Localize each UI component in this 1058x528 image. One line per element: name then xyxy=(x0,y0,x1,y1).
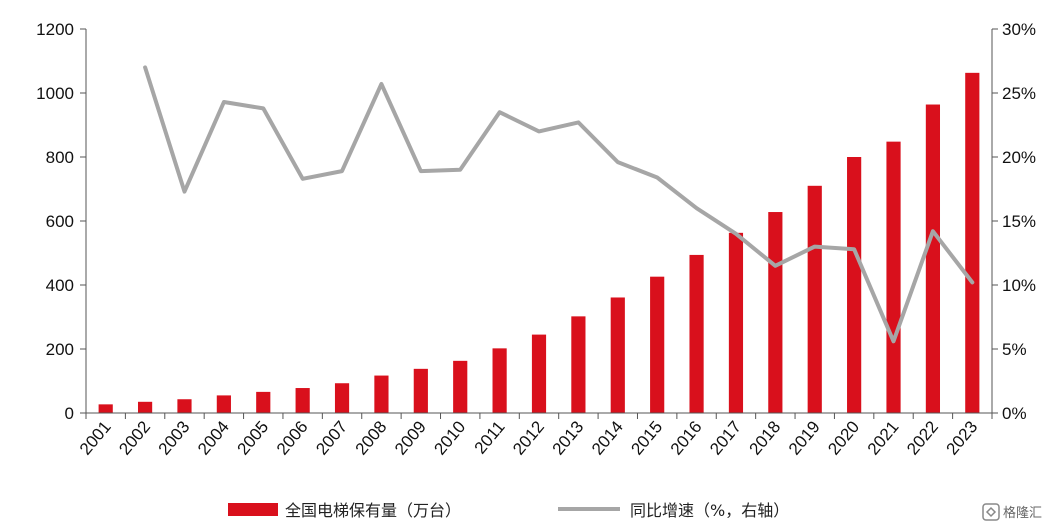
left-tick-label: 200 xyxy=(46,340,74,359)
x-tick-label: 2011 xyxy=(471,417,509,457)
bar xyxy=(256,391,271,413)
bar xyxy=(531,334,547,413)
right-tick-label: 5% xyxy=(1002,340,1027,359)
x-tick-label: 2012 xyxy=(509,417,548,458)
bar-series xyxy=(98,72,980,414)
x-axis: 2001 2002 2003 2004 2005 2006 2007 2008 2009 2010… xyxy=(76,412,993,459)
bar xyxy=(728,232,744,413)
bar xyxy=(295,388,310,413)
x-tick-label: 2013 xyxy=(549,417,588,458)
right-tick-label: 30% xyxy=(1002,20,1036,39)
x-tick-label: 2019 xyxy=(785,417,824,458)
x-tick-label: 2002 xyxy=(115,417,154,458)
x-tick-label: 2004 xyxy=(194,417,233,458)
x-tick-label: 2016 xyxy=(667,417,706,458)
line-series xyxy=(143,65,975,344)
bar xyxy=(492,348,507,413)
x-tick-label: 2020 xyxy=(824,417,863,458)
bar xyxy=(334,383,350,413)
x-tick-label: 2014 xyxy=(588,417,627,458)
left-tick-label: 1200 xyxy=(36,20,74,39)
x-tick-label: 2023 xyxy=(942,417,981,458)
x-tick-label: 2015 xyxy=(627,417,666,458)
bar xyxy=(925,104,941,414)
bar xyxy=(98,404,113,413)
left-tick-label: 1000 xyxy=(36,84,74,103)
left-y-axis: 0 200 400 600 800 1000 1200 xyxy=(36,20,87,423)
bar xyxy=(847,157,862,413)
right-tick-label: 0% xyxy=(1002,404,1027,423)
x-tick-label: 2005 xyxy=(233,417,272,458)
bar xyxy=(965,72,980,413)
watermark-logo-icon xyxy=(982,503,1000,521)
bar xyxy=(216,395,231,413)
x-tick-label: 2001 xyxy=(76,417,115,458)
bar xyxy=(650,276,665,413)
x-tick-label: 2007 xyxy=(312,417,351,458)
x-tick-label: 2003 xyxy=(155,417,194,458)
bar xyxy=(453,360,468,413)
bar xyxy=(807,185,822,413)
bar xyxy=(768,212,783,413)
x-tick-label: 2008 xyxy=(352,417,391,458)
legend-bar-label: 全国电梯保有量（万台） xyxy=(285,501,461,520)
left-tick-label: 800 xyxy=(46,148,74,167)
right-tick-label: 20% xyxy=(1002,148,1036,167)
x-tick-label: 2017 xyxy=(706,417,745,458)
x-tick-label: 2022 xyxy=(903,417,942,458)
right-y-axis: 0% 5% 10% 15% 20% 25% 30% xyxy=(991,20,1036,423)
x-tick-label: 2018 xyxy=(746,417,785,458)
x-tick-label: 2010 xyxy=(430,417,469,458)
left-tick-label: 400 xyxy=(46,276,74,295)
x-tick-label: 2021 xyxy=(864,417,903,458)
bar xyxy=(610,297,625,413)
bar xyxy=(689,254,704,413)
watermark: 格隆汇 xyxy=(982,503,1042,521)
right-tick-label: 25% xyxy=(1002,84,1036,103)
left-tick-label: 0 xyxy=(65,404,74,423)
legend-line-label: 同比增速（%，右轴） xyxy=(630,501,789,520)
bar xyxy=(137,401,153,413)
x-tick-label: 2006 xyxy=(273,417,312,458)
right-tick-label: 15% xyxy=(1002,212,1036,231)
right-tick-label: 10% xyxy=(1002,276,1036,295)
bar xyxy=(177,399,192,413)
x-tick-label: 2009 xyxy=(391,417,430,458)
growth-line xyxy=(143,65,975,344)
bar xyxy=(413,368,428,413)
bar xyxy=(374,375,389,413)
legend: 全国电梯保有量（万台） 同比增速（%，右轴） xyxy=(228,501,789,520)
left-tick-label: 600 xyxy=(46,212,74,231)
bar xyxy=(886,141,901,413)
bar xyxy=(571,316,586,413)
legend-bar-swatch xyxy=(228,503,278,516)
watermark-text: 格隆汇 xyxy=(1003,505,1042,521)
